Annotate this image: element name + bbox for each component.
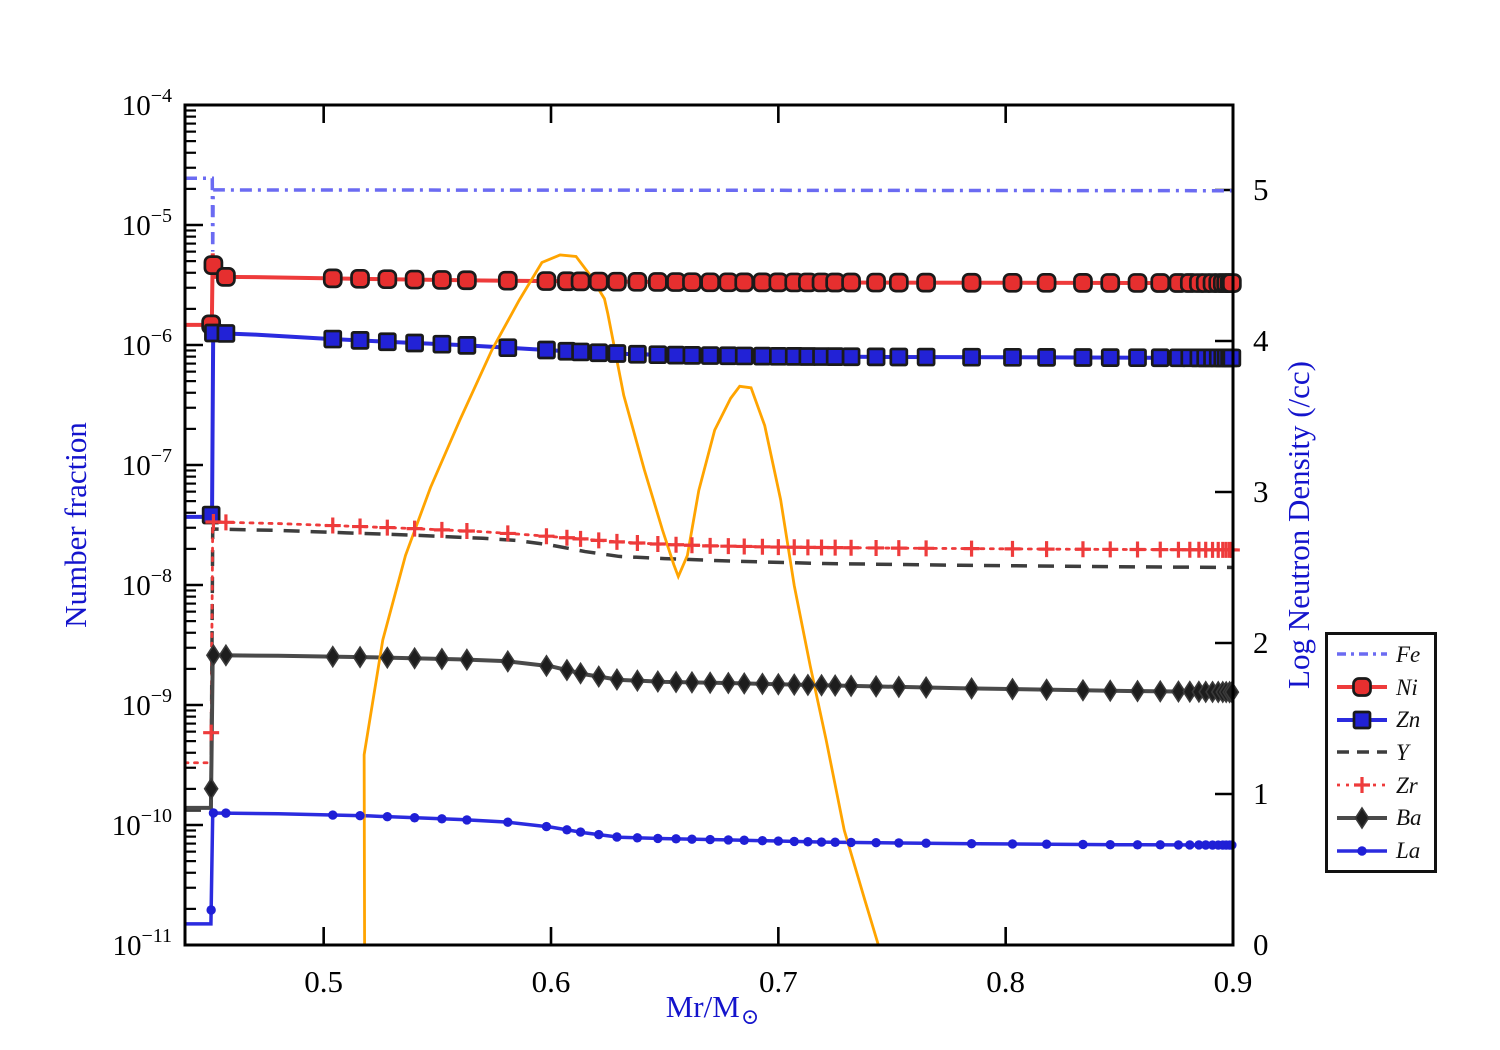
legend-entry-la: La <box>1335 836 1430 866</box>
legend-label-ba: Ba <box>1396 805 1422 831</box>
legend-entry-ni: Ni <box>1335 672 1430 702</box>
y-tick-label-right: 2 <box>1253 625 1269 660</box>
y-tick-label-left: 10−6 <box>122 325 172 362</box>
legend-box: Fe Ni Zn Y Zr Ba La <box>1325 632 1437 873</box>
y-tick-label-left: 10−8 <box>122 565 172 602</box>
legend-entry-fe: Fe <box>1335 639 1430 669</box>
legend-entry-y: Y <box>1335 737 1430 767</box>
legend-label-fe: Fe <box>1396 641 1421 667</box>
y-tick-label-right: 1 <box>1253 776 1269 811</box>
y-axis-title-left: Number fraction <box>58 422 93 628</box>
y-tick-labels-right: 0 1 2 3 4 5 <box>1253 172 1269 962</box>
x-tick-label: 0.9 <box>1214 964 1253 999</box>
legend-entry-zn: Zn <box>1335 705 1430 735</box>
series-markers <box>201 255 1242 915</box>
legend-line-sample-ni <box>1337 677 1387 697</box>
legend-label-zn: Zn <box>1396 707 1421 733</box>
neutron-density <box>362 253 880 946</box>
y-axis-title-right: Log Neutron Density (/cc) <box>1281 361 1316 689</box>
y-tick-label-left: 10−4 <box>122 85 172 122</box>
y-tick-label-right: 4 <box>1253 323 1269 358</box>
markers-zn <box>201 323 1242 525</box>
y-tick-label-right: 5 <box>1253 172 1269 207</box>
x-tick-label: 0.6 <box>532 964 571 999</box>
legend-line-sample-ba <box>1337 806 1387 830</box>
y-tick-label-left: 10−5 <box>122 205 172 242</box>
series-line-fe <box>185 176 1234 252</box>
x-tick-label: 0.8 <box>986 964 1025 999</box>
y-tick-label-left: 10−7 <box>122 445 172 482</box>
legend-line-sample-la <box>1337 845 1387 856</box>
legend-entry-zr: Zr <box>1335 770 1430 800</box>
y-tick-label-left: 10−10 <box>112 805 172 842</box>
series-line-y <box>185 527 1234 812</box>
y-tick-labels-left: 10−4 10−5 10−6 10−7 10−8 10−9 10−10 10−11 <box>112 85 172 962</box>
y-tick-label-left: 10−9 <box>122 685 172 722</box>
legend-label-zr: Zr <box>1396 772 1418 798</box>
legend-line-sample-fe <box>1337 652 1387 657</box>
series-line-la <box>185 811 1234 926</box>
markers-ba <box>203 643 1240 801</box>
markers-zr <box>203 514 1240 741</box>
plot-frame <box>183 103 1235 947</box>
y-tick-label-left: 10−11 <box>112 925 172 962</box>
legend-line-sample-zr <box>1337 777 1387 794</box>
x-tick-label: 0.7 <box>759 964 798 999</box>
series-line-zr <box>183 520 1235 765</box>
legend-line-sample-y <box>1337 750 1387 755</box>
legend-label-ni: Ni <box>1396 674 1418 700</box>
solar-mass-symbol: ⊙ <box>740 1004 760 1029</box>
markers-ni <box>201 255 1242 335</box>
y-tick-label-right: 3 <box>1253 474 1269 509</box>
y-tick-label-right: 0 <box>1253 927 1269 962</box>
neutron-density-curve <box>362 253 880 946</box>
legend-label-la: La <box>1396 838 1421 864</box>
markers-la <box>206 808 1237 915</box>
x-tick-labels: 0.5 0.6 0.7 0.8 0.9 <box>304 964 1252 999</box>
axis-ticks <box>185 103 1235 947</box>
legend-label-y: Y <box>1396 739 1409 765</box>
legend-line-sample-zn <box>1337 710 1387 730</box>
x-axis-title: Mr/M⊙ <box>665 989 760 1029</box>
legend-entry-ba: Ba <box>1335 803 1430 833</box>
x-tick-label: 0.5 <box>304 964 343 999</box>
x-axis-title-text: Mr/M <box>665 989 740 1024</box>
